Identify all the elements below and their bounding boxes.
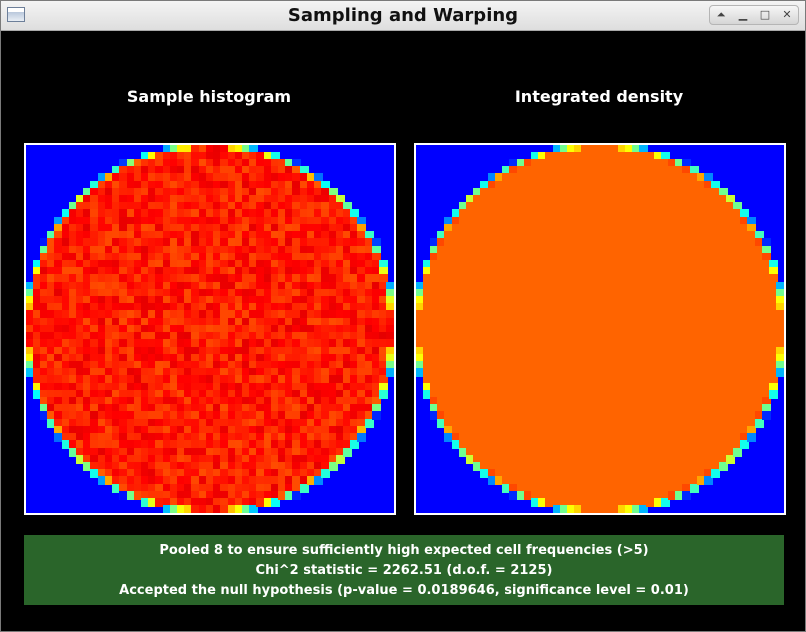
sample-histogram-canvas [26,145,394,513]
test-result-panel: Pooled 8 to ensure sufficiently high exp… [24,535,784,605]
close-icon[interactable]: ✕ [782,8,792,21]
integrated-density-plot [414,143,786,515]
hypothesis-result: Accepted the null hypothesis (p-value = … [119,583,689,598]
sample-histogram-plot [24,143,396,515]
shade-icon[interactable]: ⏶ [716,8,726,21]
chi-square-statistic: Chi^2 statistic = 2262.51 (d.o.f. = 2125… [255,563,553,578]
maximize-icon[interactable]: □ [759,8,771,21]
main-view: Sample histogram Integrated density Pool… [2,31,804,631]
sample-histogram-title: Sample histogram [126,87,292,106]
window-icon[interactable] [7,7,25,22]
title-bar[interactable]: Sampling and Warping ⏶ ▁ □ ✕ [1,1,805,31]
pooling-message: Pooled 8 to ensure sufficiently high exp… [159,543,649,558]
window-title: Sampling and Warping [287,5,519,26]
integrated-density-canvas [416,145,784,513]
minimize-icon[interactable]: ▁ [738,8,748,21]
window-controls: ⏶ ▁ □ ✕ [709,5,799,25]
integrated-density-title: Integrated density [514,87,684,106]
